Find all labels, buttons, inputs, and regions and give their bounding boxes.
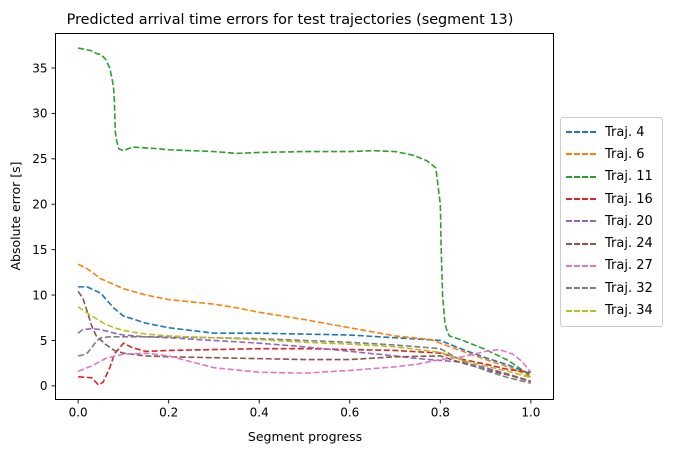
y-tick-label: 30	[32, 107, 47, 121]
x-tick-label: 0.6	[340, 406, 359, 420]
legend-label: Traj. 34	[605, 303, 653, 319]
series-line-traj-6	[77, 263, 532, 378]
series-line-traj-24	[77, 290, 532, 383]
x-tick-label: 0.0	[69, 406, 88, 420]
y-axis-label: Absolute error [s]	[8, 161, 23, 270]
legend-item: Traj. 34	[561, 299, 662, 321]
legend-item: Traj. 11	[561, 166, 662, 188]
y-tick-label: 20	[32, 198, 47, 212]
plot-frame	[55, 33, 554, 400]
legend-label: Traj. 6	[605, 146, 645, 162]
legend-label: Traj. 11	[605, 169, 653, 185]
legend-swatch	[566, 264, 596, 267]
legend-item: Traj. 24	[561, 232, 662, 254]
legend-label: Traj. 32	[605, 280, 653, 296]
series-line-traj-20	[77, 327, 532, 383]
legend-swatch	[566, 287, 596, 290]
series-line-traj-11	[77, 47, 532, 377]
series-line-traj-27	[77, 348, 532, 374]
legend-swatch	[566, 220, 596, 223]
legend-swatch	[566, 242, 596, 245]
x-tick-label: 0.4	[250, 406, 269, 420]
legend-item: Traj. 16	[561, 188, 662, 210]
chart-title: Predicted arrival time errors for test t…	[67, 12, 514, 28]
y-tick-label: 10	[32, 288, 47, 302]
x-tick-label: 0.8	[431, 406, 450, 420]
series-line-traj-4	[78, 286, 532, 375]
legend-label: Traj. 27	[605, 258, 653, 274]
y-tick-label: 0	[40, 379, 48, 393]
legend-item: Traj. 6	[561, 143, 662, 165]
series-line-traj-34	[77, 306, 532, 379]
x-tick-label: 0.2	[159, 406, 178, 420]
legend-swatch	[566, 175, 596, 178]
chart-legend: Traj. 4 Traj. 6 Traj. 11 Traj. 16 Traj. 20 Tr…	[560, 117, 663, 327]
legend-swatch	[566, 198, 596, 201]
legend-label: Traj. 4	[605, 124, 645, 140]
legend-label: Traj. 20	[605, 213, 653, 229]
legend-swatch	[566, 131, 596, 134]
x-tick-label: 1.0	[521, 406, 540, 420]
x-axis-ticks: 0.0 0.2 0.4 0.6 0.8 1.0	[69, 399, 540, 420]
legend-label: Traj. 16	[605, 191, 653, 207]
y-tick-label: 25	[32, 152, 47, 166]
legend-swatch	[566, 309, 596, 312]
legend-item: Traj. 4	[561, 121, 662, 143]
legend-label: Traj. 24	[605, 236, 653, 252]
y-tick-label: 5	[40, 334, 48, 348]
y-tick-label: 15	[32, 243, 47, 257]
y-tick-label: 35	[32, 61, 47, 75]
legend-item: Traj. 27	[561, 255, 662, 277]
legend-item: Traj. 32	[561, 277, 662, 299]
x-axis-label: Segment progress	[248, 429, 362, 444]
legend-item: Traj. 20	[561, 210, 662, 232]
series-line-traj-16	[78, 342, 531, 386]
plot-lines	[77, 47, 532, 386]
legend-swatch	[566, 153, 596, 156]
y-axis-ticks: 0 5 10 15 20 25 30 35	[32, 61, 56, 393]
